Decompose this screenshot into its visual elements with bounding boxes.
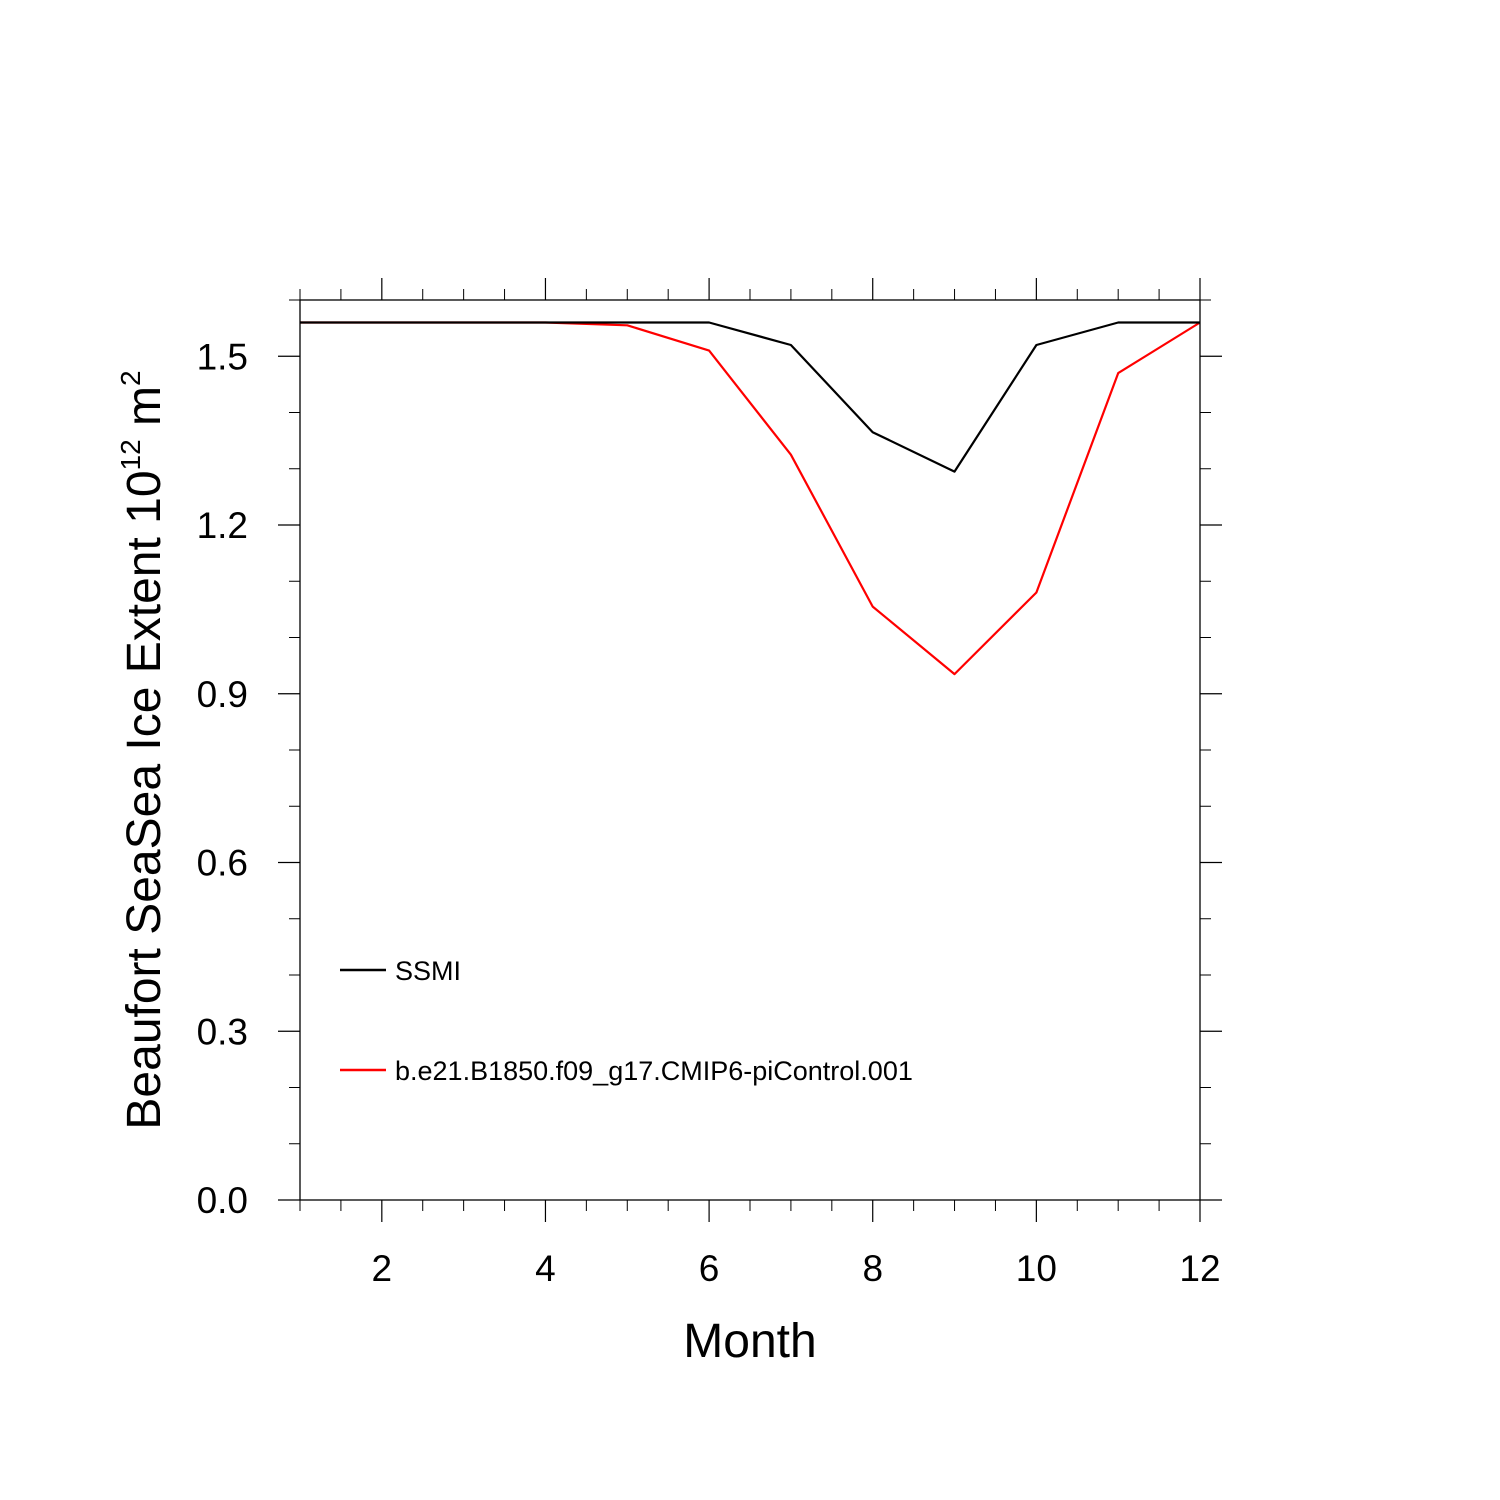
x-tick-label: 4 bbox=[535, 1248, 556, 1289]
tick-labels-layer: 2 4 6 8 10 12 0.0 0.3 0.6 0.9 1.2 1.5 bbox=[197, 336, 1221, 1289]
series-layer bbox=[300, 321, 1201, 676]
y-tick-label: 0.6 bbox=[197, 843, 248, 884]
legend-label: b.e21.B1850.f09_g17.CMIP6-piControl.001 bbox=[395, 1056, 913, 1086]
ticks-layer bbox=[278, 278, 1222, 1222]
y-tick-label: 0.3 bbox=[197, 1011, 248, 1052]
series-line-1 bbox=[300, 321, 1201, 676]
legend: SSMI b.e21.B1850.f09_g17.CMIP6-piControl.… bbox=[340, 956, 913, 1086]
y-axis-title-main: Beaufort SeaSea Ice Extent 10 bbox=[118, 470, 171, 1129]
y-axis-title: Beaufort SeaSea Ice Extent 1012 m2 bbox=[115, 370, 171, 1129]
series-line-0 bbox=[300, 321, 1200, 473]
y-tick-label: 0.9 bbox=[197, 674, 248, 715]
plot-frame bbox=[299, 299, 1201, 1201]
y-axis-title-exponent-1: 12 bbox=[115, 439, 146, 470]
y-tick-label: 0.0 bbox=[197, 1180, 248, 1221]
x-tick-label: 8 bbox=[862, 1248, 883, 1289]
x-axis-title: Month bbox=[683, 1315, 816, 1368]
x-tick-label: 2 bbox=[372, 1248, 393, 1289]
x-tick-label: 10 bbox=[1016, 1248, 1057, 1289]
y-tick-label: 1.5 bbox=[197, 336, 248, 377]
y-axis-title-unit: m bbox=[118, 386, 171, 439]
y-axis-title-exponent-2: 2 bbox=[115, 370, 146, 386]
x-tick-label: 12 bbox=[1179, 1248, 1220, 1289]
x-tick-label: 6 bbox=[699, 1248, 720, 1289]
legend-label: SSMI bbox=[395, 956, 461, 986]
y-tick-label: 1.2 bbox=[197, 505, 248, 546]
